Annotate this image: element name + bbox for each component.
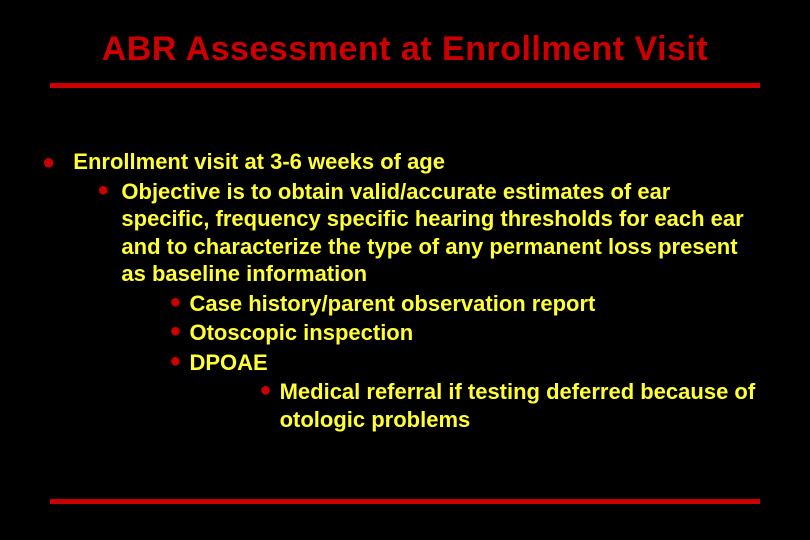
bullet-text: Case history/parent observation report (189, 290, 760, 318)
slide-title: ABR Assessment at Enrollment Visit (50, 30, 760, 69)
bullet-icon: ● (169, 290, 181, 315)
bullet-text: DPOAE (189, 350, 267, 375)
bullet-text: Enrollment visit at 3-6 weeks of age (73, 149, 445, 174)
slide: ABR Assessment at Enrollment Visit ● Enr… (0, 0, 810, 540)
bullet-level-3: ● DPOAE ● Medical referral if testing de… (169, 349, 760, 434)
slide-body: ● Enrollment visit at 3-6 weeks of age ●… (50, 148, 760, 433)
bullet-text: Medical referral if testing deferred bec… (280, 378, 760, 433)
bullet-text: Objective is to obtain valid/accurate es… (121, 179, 743, 287)
bullet-icon: ● (169, 349, 181, 374)
bullet-text: Otoscopic inspection (189, 319, 760, 347)
bullet-level-3: ● Case history/parent observation report (169, 290, 760, 318)
bullet-icon: ● (42, 148, 55, 176)
bottom-divider-container (50, 499, 760, 504)
bullet-level-1: ● Enrollment visit at 3-6 weeks of age ●… (42, 148, 760, 433)
bottom-divider (50, 499, 760, 504)
bullet-level-2: ● Objective is to obtain valid/accurate … (97, 178, 760, 434)
bullet-icon: ● (169, 319, 181, 344)
bullet-icon: ● (259, 378, 271, 403)
bullet-level-3: ● Otoscopic inspection (169, 319, 760, 347)
bullet-icon: ● (97, 178, 109, 203)
bullet-level-4: ● Medical referral if testing deferred b… (259, 378, 760, 433)
top-divider (50, 83, 760, 88)
